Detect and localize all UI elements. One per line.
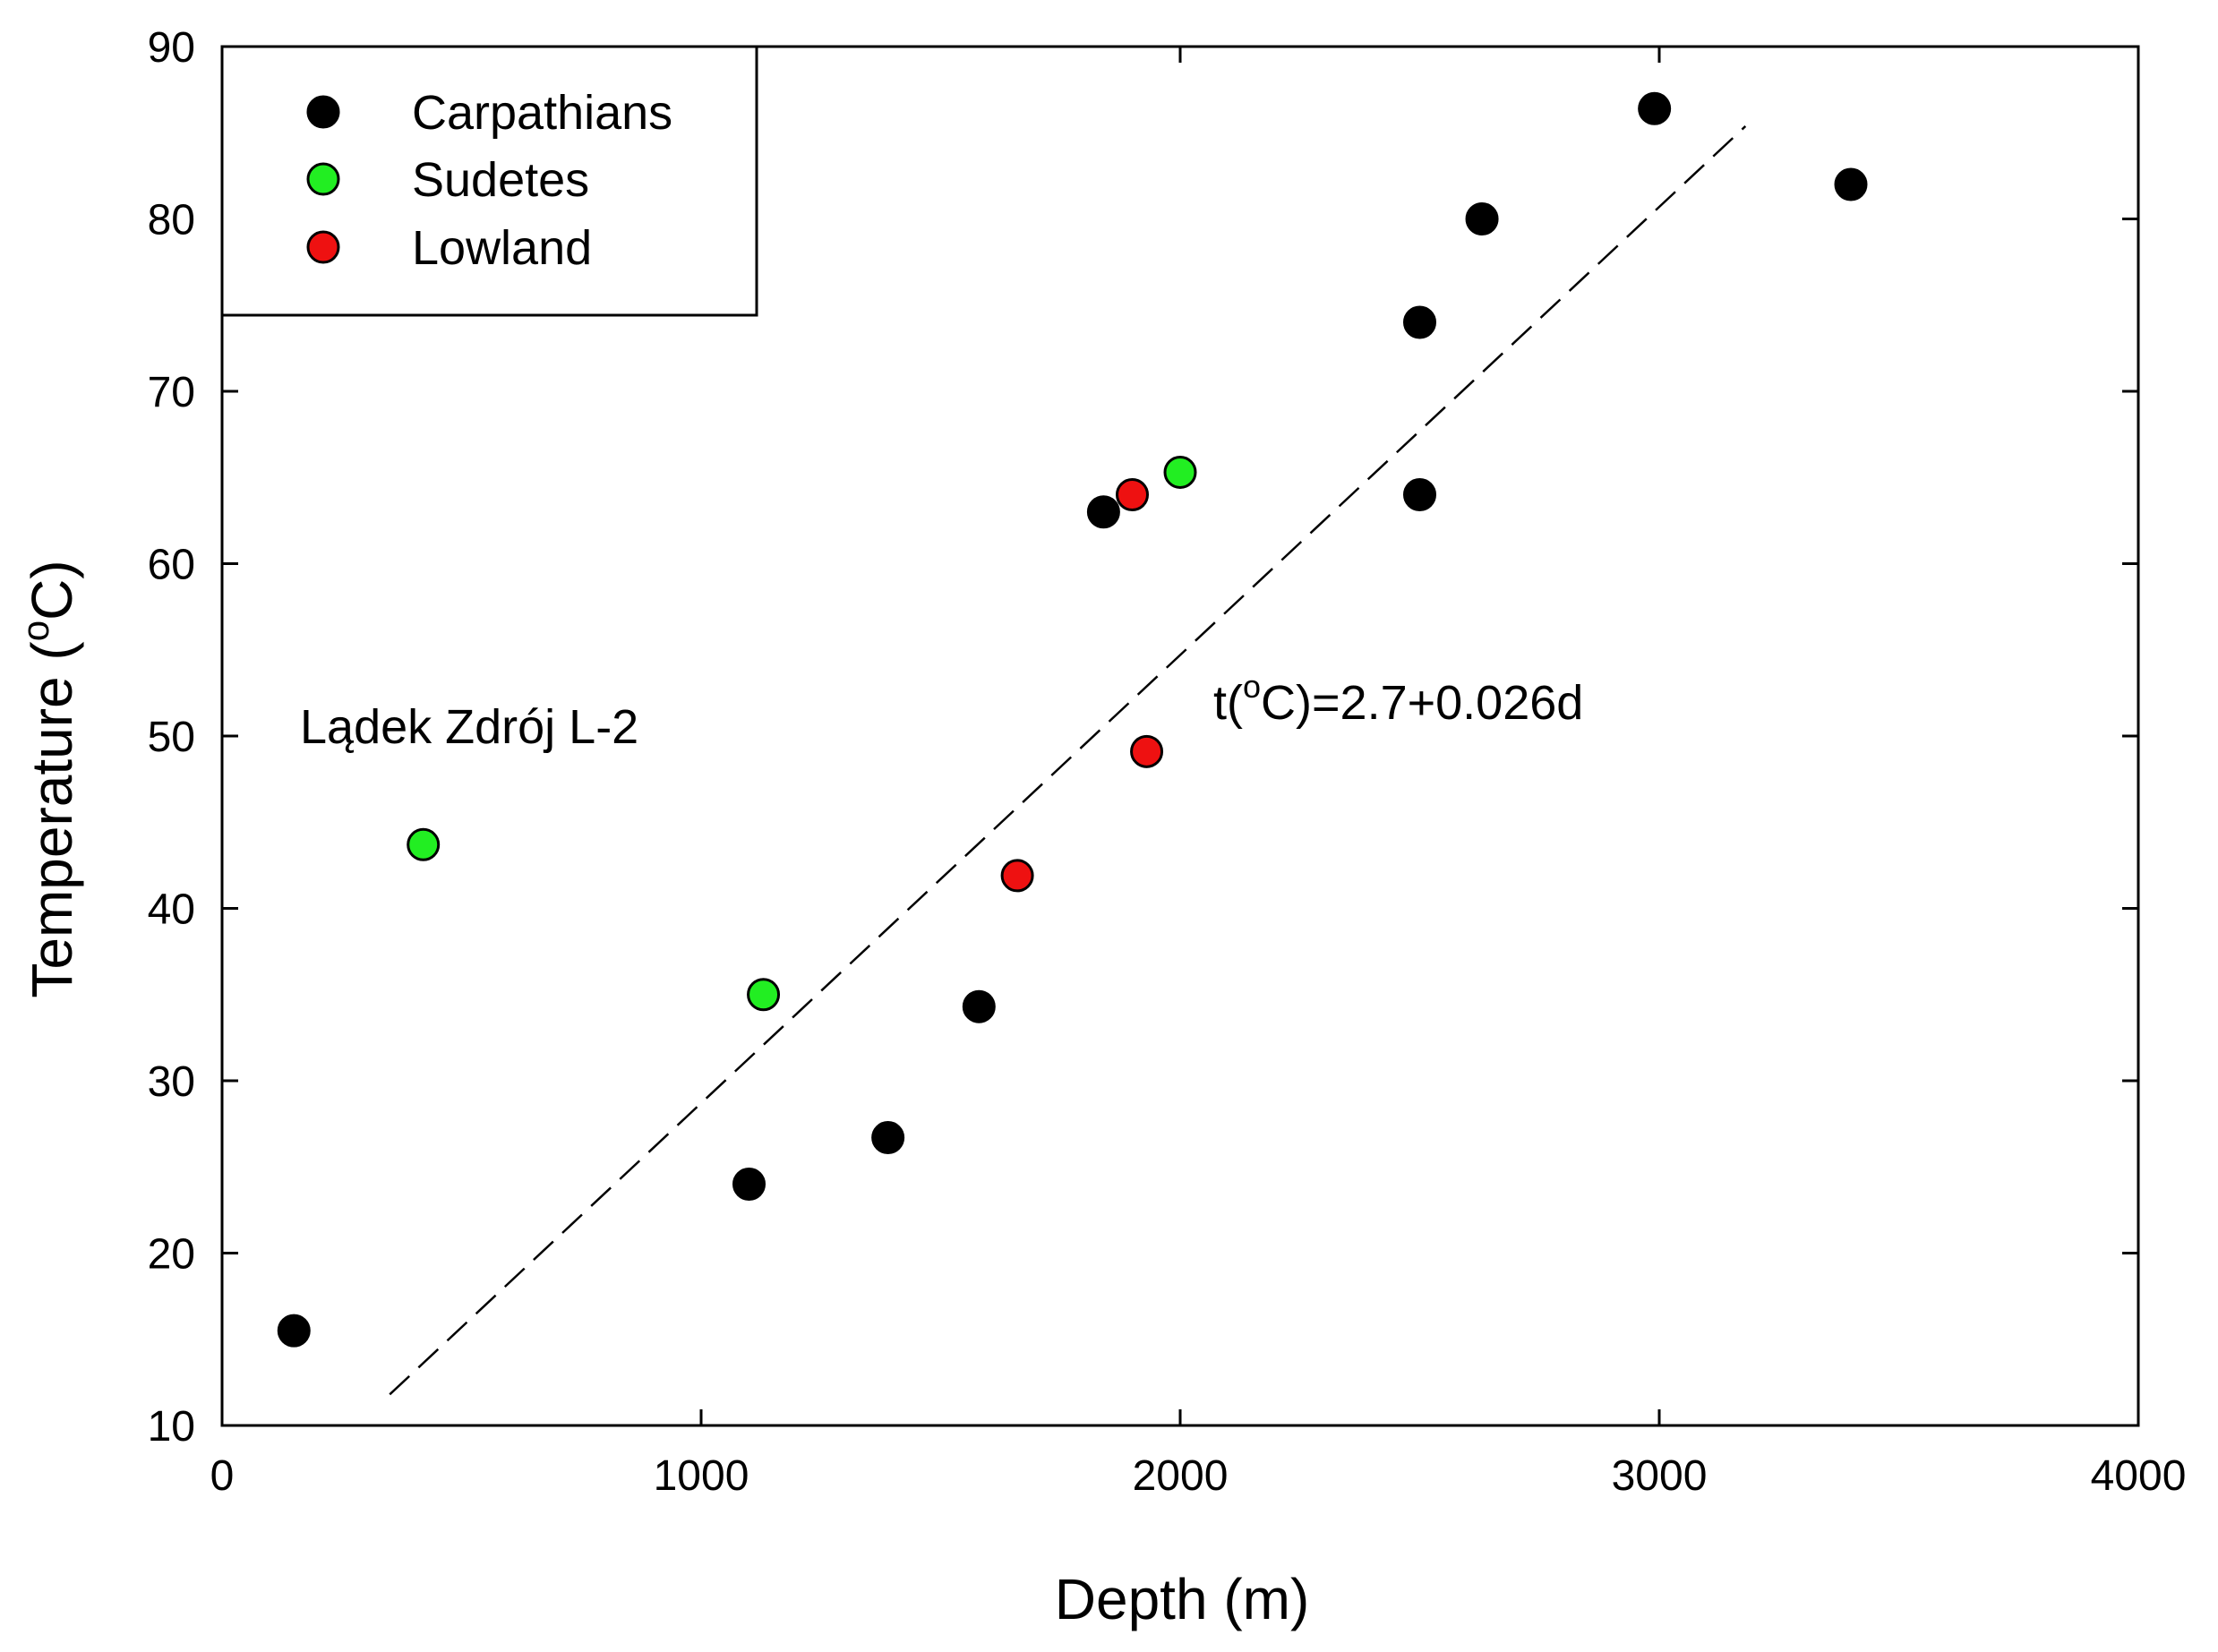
legend-marker-lowland xyxy=(306,230,340,264)
point-carpathians xyxy=(871,1121,905,1155)
fit-line-layer xyxy=(389,125,1747,1396)
point-lowland xyxy=(1130,734,1164,768)
y-tick-label: 20 xyxy=(148,1231,195,1279)
point-carpathians xyxy=(277,1314,311,1348)
y-tick-label: 50 xyxy=(148,714,195,761)
x-tick-label: 0 xyxy=(210,1452,235,1500)
point-carpathians xyxy=(1403,478,1436,511)
y-tick-label: 30 xyxy=(148,1058,195,1106)
point-carpathians xyxy=(1834,167,1868,201)
x-tick-label: 3000 xyxy=(1612,1452,1708,1500)
y-axis-title: Temperature (oC) xyxy=(14,560,84,997)
regression-fit-line xyxy=(389,125,1747,1396)
y-tick-label: 40 xyxy=(148,886,195,934)
point-sudetes xyxy=(747,978,781,1012)
x-axis-title: Depth (m) xyxy=(1055,1567,1310,1631)
x-tick-label: 4000 xyxy=(2091,1452,2187,1500)
y-tick-label: 80 xyxy=(148,197,195,244)
x-tick-label: 2000 xyxy=(1133,1452,1229,1500)
point-lowland xyxy=(1000,859,1034,893)
point-sudetes xyxy=(407,827,441,861)
annotation-ladek-zdroj: Lądek Zdrój L-2 xyxy=(300,700,638,754)
legend-label-lowland: Lowland xyxy=(412,221,592,275)
y-tick-label: 70 xyxy=(148,369,195,416)
point-carpathians xyxy=(1086,495,1120,529)
legend: Carpathians Sudetes Lowland xyxy=(220,45,758,317)
point-carpathians xyxy=(1638,91,1672,125)
point-carpathians xyxy=(1465,202,1499,235)
legend-label-sudetes: Sudetes xyxy=(412,153,589,207)
data-points xyxy=(277,91,1868,1348)
point-sudetes xyxy=(1163,455,1197,489)
point-carpathians xyxy=(962,989,996,1023)
point-carpathians xyxy=(1403,305,1436,339)
point-lowland xyxy=(1116,478,1149,511)
y-tick-label: 10 xyxy=(148,1403,195,1451)
legend-label-carpathians: Carpathians xyxy=(412,86,672,140)
axes: 0 1000 2000 3000 4000 10 20 30 40 50 60 70 80 90 xyxy=(148,24,2187,1500)
y-tick-label: 90 xyxy=(148,24,195,72)
legend-marker-sudetes xyxy=(306,162,340,196)
fit-equation-label: t(oC)=2.7+0.026d xyxy=(1213,668,1583,730)
y-tick-label: 60 xyxy=(148,542,195,589)
legend-marker-carpathians xyxy=(306,95,340,129)
x-tick-label: 1000 xyxy=(654,1452,749,1500)
point-carpathians xyxy=(732,1168,766,1201)
